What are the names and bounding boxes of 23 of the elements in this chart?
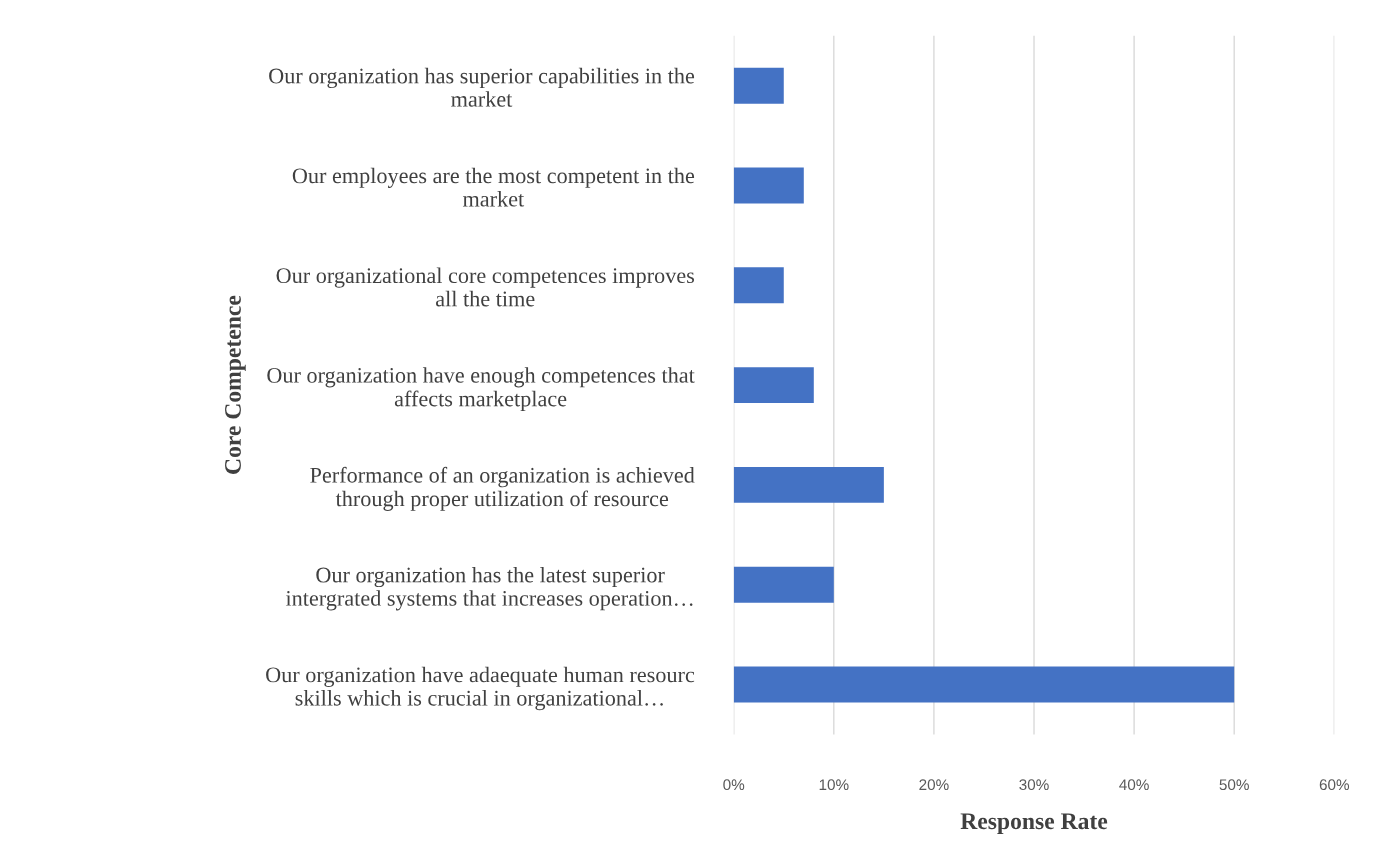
bar: [733, 466, 884, 503]
x-tick-label: 0%: [723, 779, 745, 791]
y-axis-title: Core Competence: [225, 295, 246, 474]
x-tick-label: 10%: [819, 779, 849, 791]
bar: [733, 566, 834, 603]
y-tick-label: Performance of an organization is achieved through proper utilization of resource: [310, 466, 695, 511]
y-tick-label: Our organization has superior capabilities in the market: [269, 67, 695, 107]
bar: [733, 367, 814, 404]
y-tick-label: Our organization have adaequate human resourc skills which is crucial in organizational…: [266, 666, 695, 711]
bar: [733, 67, 784, 104]
x-tick-label: 60%: [1319, 779, 1350, 791]
y-tick-label: Our organization has the latest superior intergrated systems that increases operation…: [285, 566, 693, 611]
bar: [733, 167, 804, 204]
x-axis-title: Response Rate: [960, 813, 1108, 834]
bar: [733, 666, 1235, 703]
x-tick-label: 50%: [1219, 779, 1249, 791]
bar: [733, 267, 784, 304]
x-tick-label: 30%: [1019, 779, 1049, 791]
y-tick-label: Our organizational core competences improves all the time: [276, 267, 695, 307]
x-tick-label: 20%: [919, 779, 949, 791]
y-tick-label: Our organization have enough competences that affects marketplace: [267, 367, 695, 411]
y-tick-label: Our employees are the most competent in the market: [292, 167, 695, 207]
x-tick-label: 40%: [1119, 779, 1149, 791]
